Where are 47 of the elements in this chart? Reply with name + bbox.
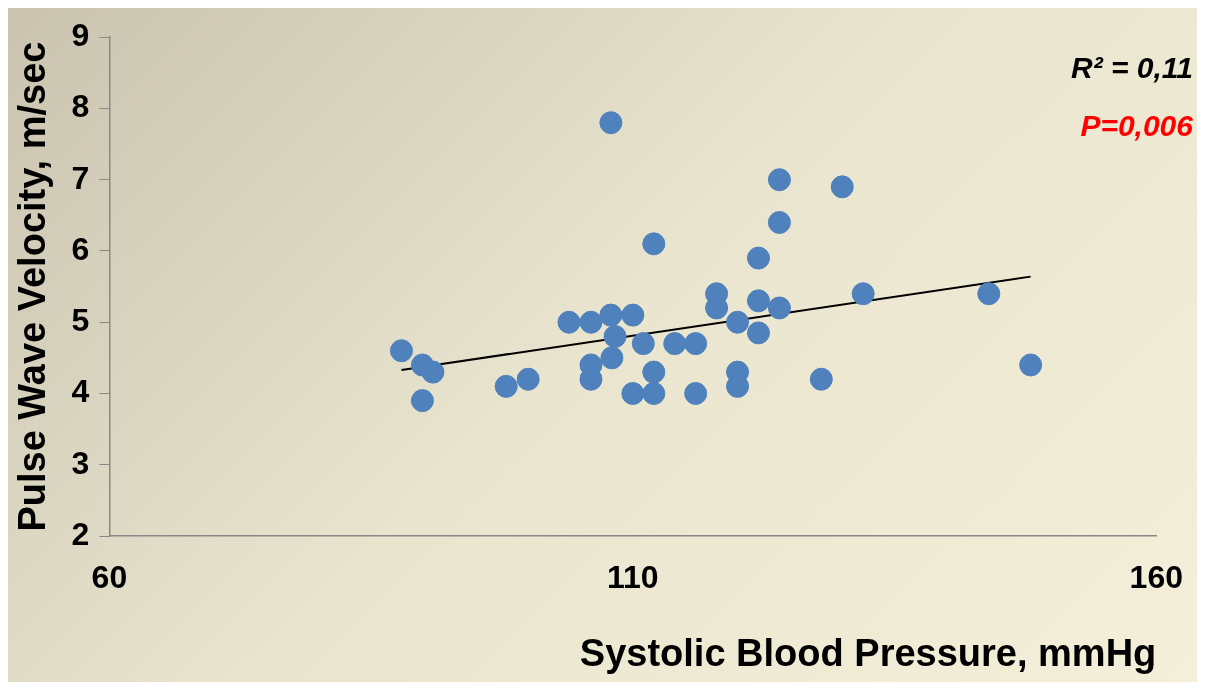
point [809,367,833,391]
point [410,389,434,413]
point [516,367,540,391]
point [746,246,770,270]
point [421,360,445,384]
y-tick-label: 2 [71,515,90,552]
point [579,310,603,334]
point [663,332,687,356]
point [851,282,875,306]
point [494,374,518,398]
point [977,282,1001,306]
point [599,111,623,135]
x-tick-label: 110 [607,559,659,596]
y-tick-label: 6 [71,230,90,267]
point [603,324,627,348]
y-tick-label: 7 [71,159,90,196]
point [684,332,708,356]
point [621,381,645,405]
point [767,296,791,320]
point [621,303,645,327]
y-tick-label: 5 [71,302,90,339]
point [642,360,666,384]
x-tick-label: 60 [91,559,128,596]
point [599,303,623,327]
y-tick-label: 8 [71,88,90,125]
point [389,339,413,363]
point [746,289,770,313]
point [642,381,666,405]
point [684,381,708,405]
y-tick-label: 4 [71,373,90,410]
point [557,310,581,334]
point [767,168,791,192]
annotation: R² = 0,11 [1070,51,1193,84]
x-tick-label: 160 [1129,559,1183,596]
point [631,332,655,356]
point [1019,353,1043,377]
x-axis-title: Systolic Blood Pressure, mmHg [579,631,1157,674]
y-tick-label: 3 [71,444,90,481]
point [830,175,854,199]
point [767,210,791,234]
point [746,321,770,345]
y-axis-title: Pulse Wave Velocity, m/sec [11,41,54,532]
point [600,346,624,370]
annotation: P=0,006 [1080,109,1194,142]
point [726,310,750,334]
y-tick-label: 9 [71,17,90,54]
point [642,232,666,256]
